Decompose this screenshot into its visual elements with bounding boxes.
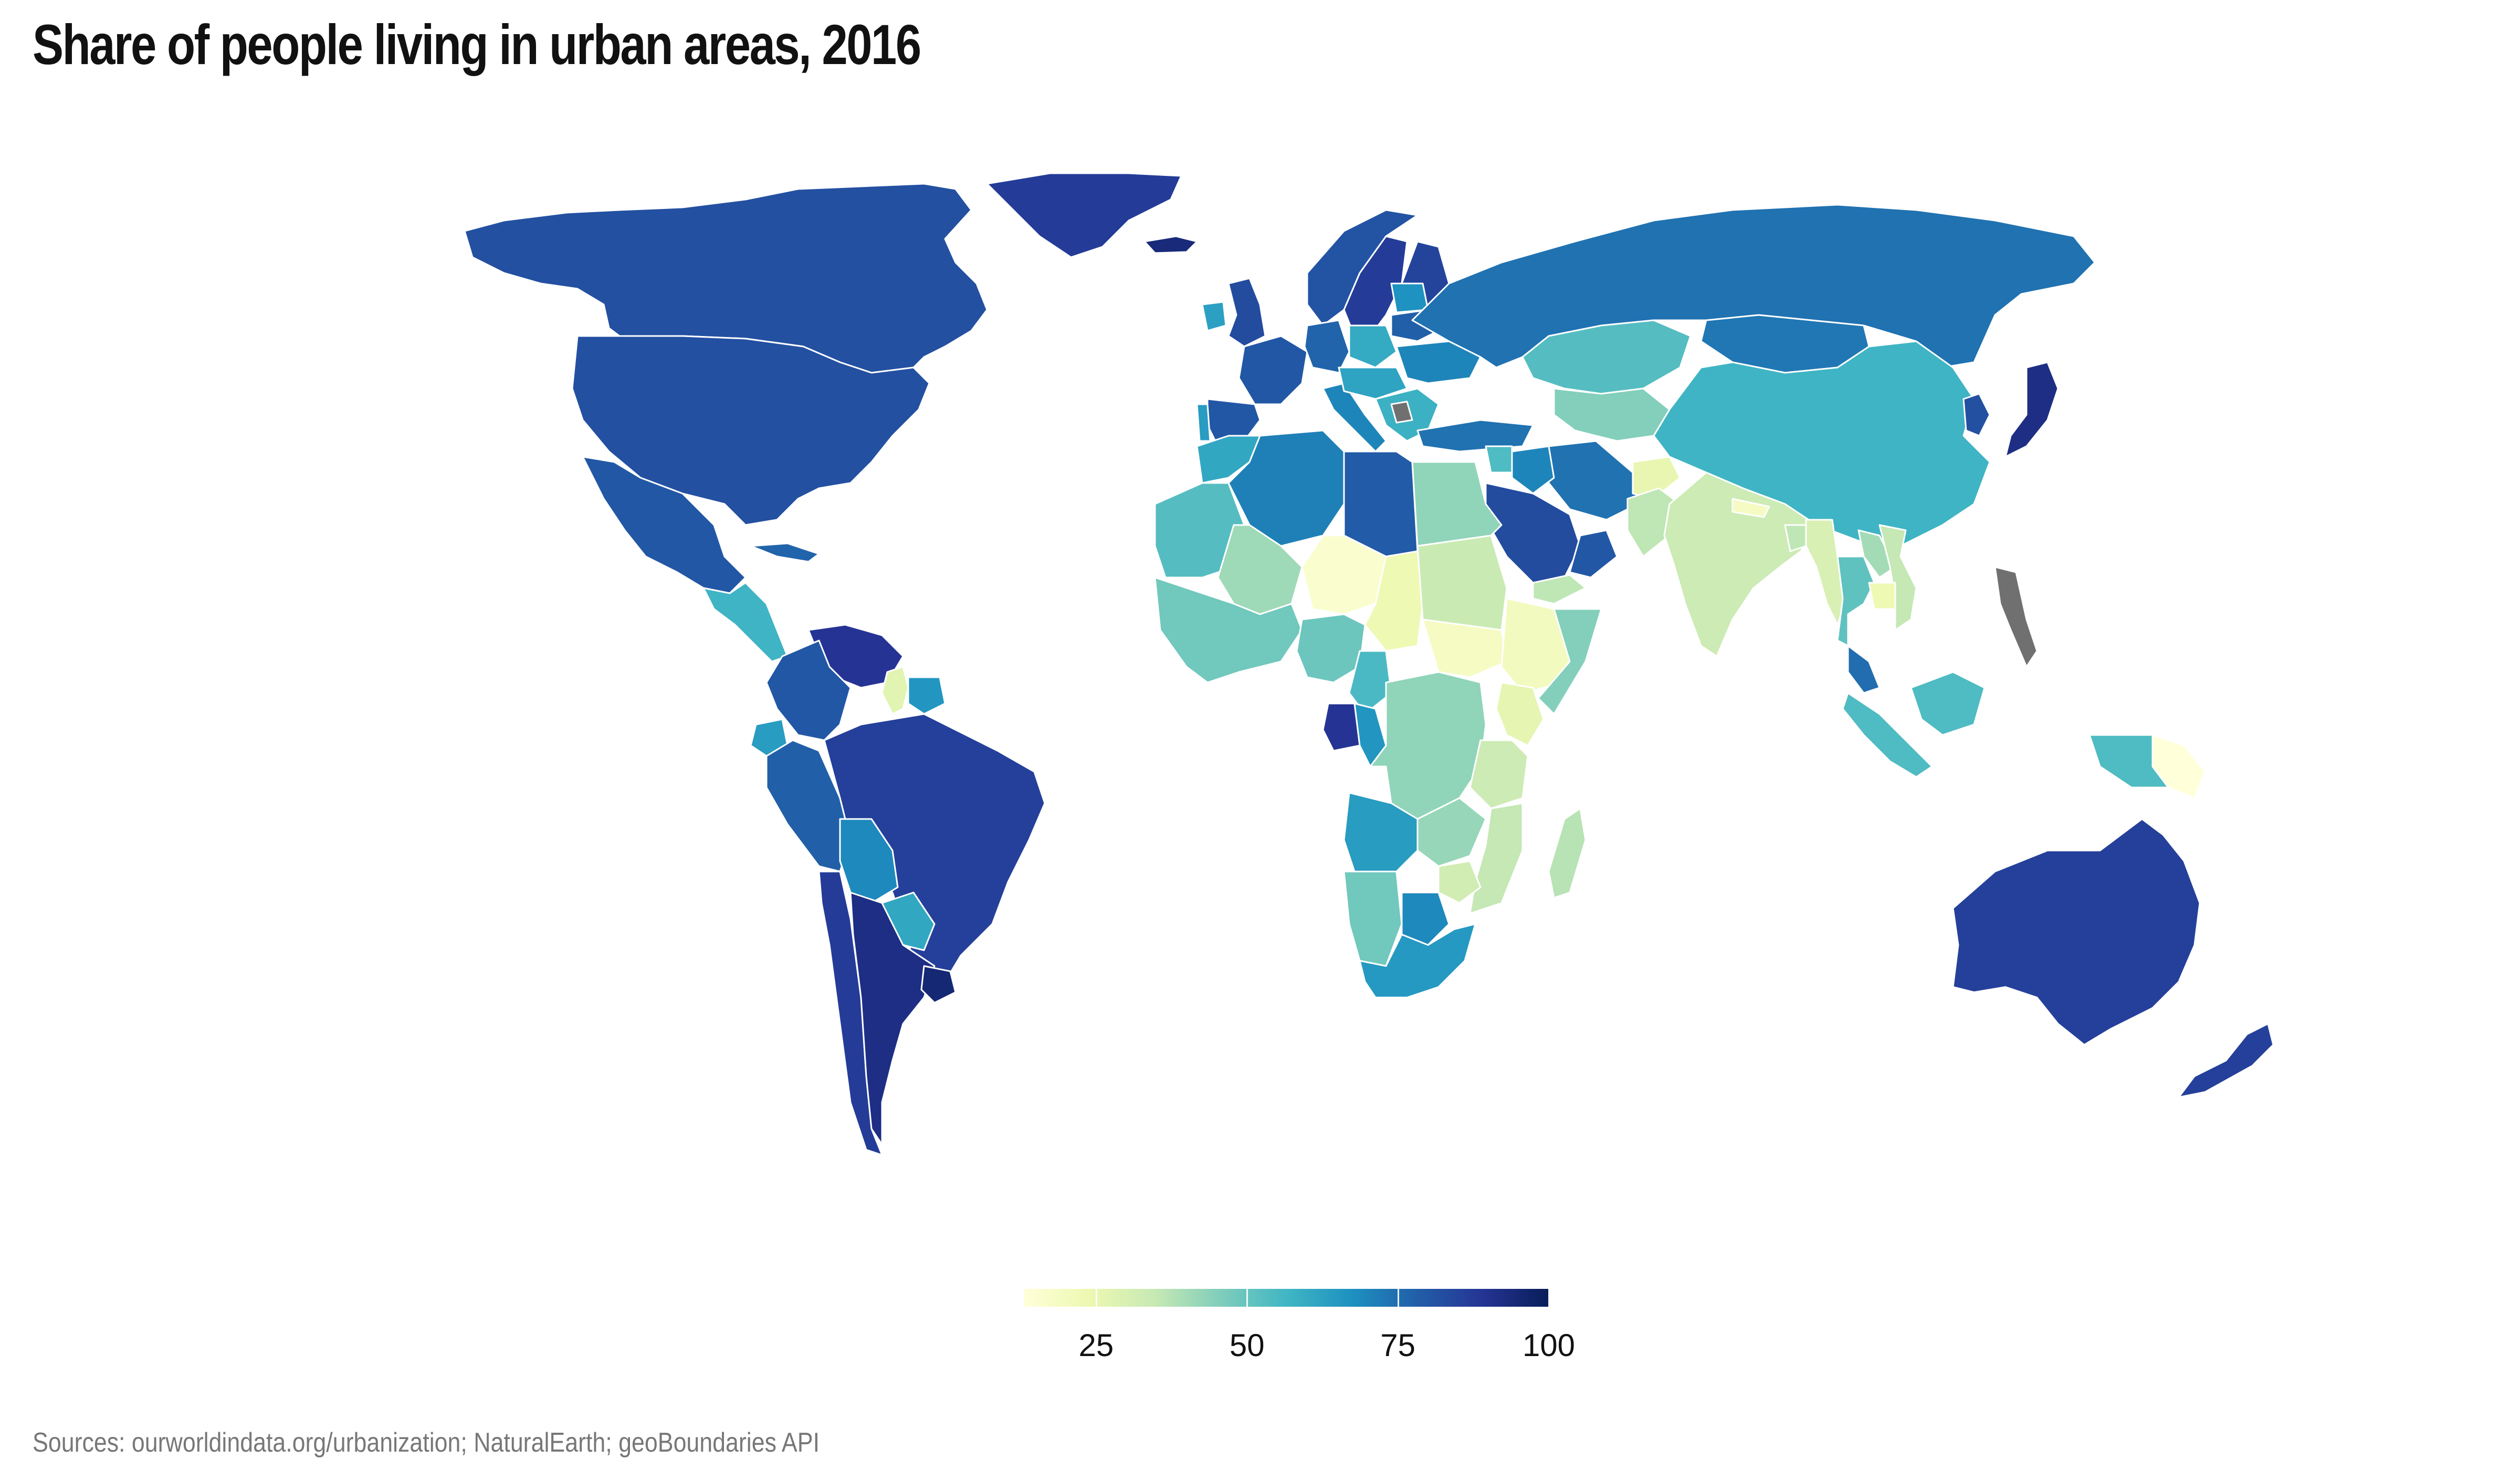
region-argentina [849,891,936,1146]
region-borneo [1910,671,1986,736]
region-greenland [986,172,1182,258]
legend-tick-label: 75 [1380,1328,1416,1363]
region-south-africa [1359,923,1476,999]
legend-tick-label: 50 [1229,1328,1265,1363]
region-syria [1485,445,1513,474]
region-nepal [1731,498,1770,518]
legend-tick-mark [1095,1289,1097,1307]
region-india [1663,471,1818,657]
region-somalia [1537,608,1602,715]
region-afghanistan [1632,456,1681,500]
color-scale-legend [1024,1289,1549,1307]
region-iran [1548,440,1639,521]
region-baltics [1390,282,1429,313]
region-france [1238,335,1308,405]
region-new-guinea-indonesia [2088,734,2169,789]
region-nigeria [1296,613,1366,684]
region-cuba [750,542,820,563]
region-dr-congo [1369,671,1487,820]
region-germany [1304,319,1350,374]
region-thailand [1836,555,1875,647]
region-uruguay [920,965,957,1004]
region-kenya [1495,681,1545,747]
region-madagascar [1548,807,1587,899]
region-colombia [765,639,852,741]
region-guyana [881,666,909,715]
legend-tick-mark [1397,1289,1399,1307]
legend-tick-mark [1246,1289,1248,1307]
region-tanzania [1469,739,1529,810]
region-papua-new-guinea [2151,734,2206,799]
region-philippines [1994,566,2038,668]
region-ireland [1201,301,1227,332]
region-iceland [1143,235,1198,254]
legend-tick-label: 25 [1078,1328,1114,1363]
region-united-states [571,335,930,526]
region-indonesia [1842,692,1933,778]
region-central-europe [1338,366,1408,400]
region-algeria [1227,429,1345,547]
region-cambodia [1868,582,1896,610]
region-serbia-kosovo [1390,401,1413,424]
region-laos [1857,529,1896,579]
source-note: Sources: ourworldindata.org/urbanization… [33,1427,820,1458]
region-central-asia [1553,387,1671,442]
region-mexico [582,456,747,594]
region-new-zealand [2178,1023,2274,1098]
region-botswana [1401,891,1450,946]
region-malaysia [1847,645,1881,694]
region-cameroon [1348,650,1392,715]
region-united-kingdom [1227,277,1266,348]
region-australia [1952,818,2201,1046]
region-bolivia [839,818,899,904]
region-turkey [1416,419,1534,453]
region-oman [1569,529,1618,579]
region-yemen [1532,574,1587,605]
region-kazakhstan [1521,319,1692,395]
region-gabon [1322,702,1361,752]
region-zambia [1416,797,1487,867]
region-south-sudan [1422,618,1508,678]
region-japan [2004,361,2059,458]
region-canada [464,183,988,374]
region-zimbabwe [1437,860,1482,904]
region-vietnam [1878,524,1917,631]
legend-tick-mark [1548,1289,1550,1307]
region-portugal [1196,403,1211,442]
region-angola [1343,792,1419,873]
region-west-africa [1154,576,1303,684]
map-title: Share of people living in urban areas, 2… [33,13,921,76]
region-korea [1962,393,1991,437]
region-sudan [1416,534,1508,631]
legend-tick-label: 100 [1522,1328,1576,1363]
region-central-america [702,582,789,663]
region-myanmar [1805,519,1849,626]
region-poland [1348,324,1398,369]
region-iraq [1511,445,1555,495]
region-mozambique [1469,802,1524,915]
region-suriname [907,676,946,715]
